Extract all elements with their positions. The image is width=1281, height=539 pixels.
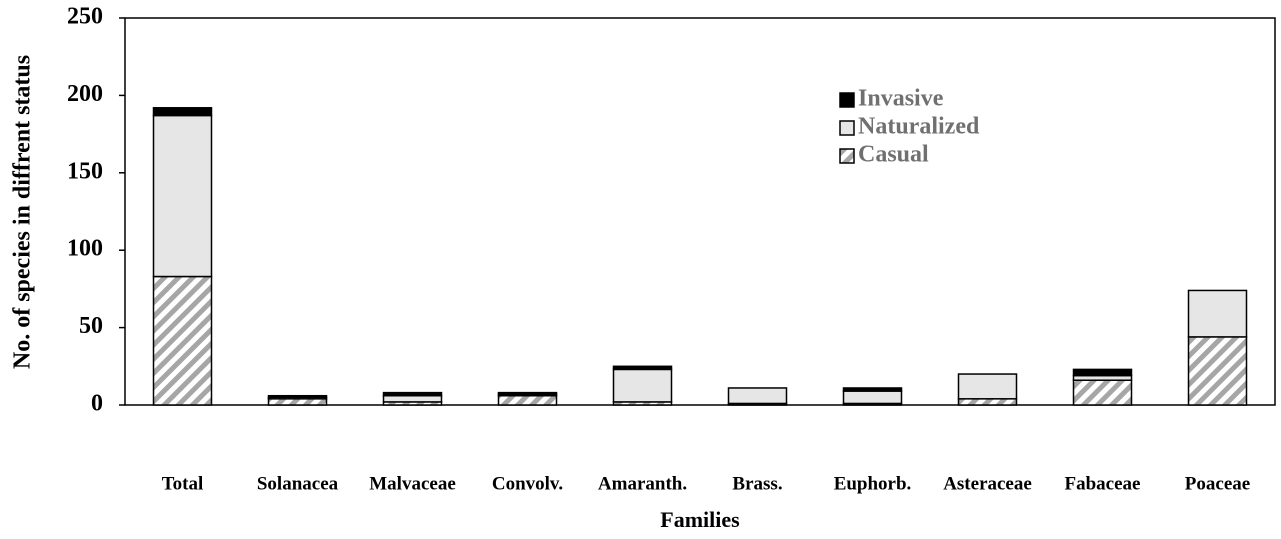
bar-segment <box>497 394 558 406</box>
bar-segment <box>382 394 443 403</box>
bar-segment <box>842 387 903 392</box>
y-tick-label: 100 <box>67 236 103 262</box>
legend-swatch <box>839 148 855 164</box>
y-tick-label: 250 <box>67 4 103 30</box>
x-tick-label: Asteraceae <box>943 473 1032 494</box>
bar-segment <box>612 365 673 371</box>
bar-segment <box>1187 336 1248 406</box>
bar-segment <box>497 391 558 395</box>
bar-segment <box>152 107 213 117</box>
bar-segment <box>152 114 213 278</box>
y-tick-label: 150 <box>67 158 103 184</box>
x-tick-label: Poaceae <box>1185 473 1250 494</box>
y-tick-label: 200 <box>67 81 103 107</box>
y-tick-label: 0 <box>91 391 103 417</box>
legend-label: Casual <box>858 142 929 168</box>
bar-segment <box>267 398 328 406</box>
bar-segment <box>727 387 788 405</box>
bar-segment <box>1072 379 1133 406</box>
legend-swatch <box>839 92 855 108</box>
legend-label: Naturalized <box>858 114 980 140</box>
bar-segment <box>612 368 673 403</box>
bar-segment <box>1072 368 1133 377</box>
x-tick-label: Convolv. <box>492 473 563 494</box>
bar-segment <box>152 275 213 406</box>
bar-segment <box>842 390 903 405</box>
bar-segment <box>382 391 443 397</box>
y-axis-title: No. of species in diffrent status <box>10 55 36 369</box>
x-tick-label: Brass. <box>732 473 782 494</box>
legend-label: Invasive <box>858 86 944 112</box>
legend-swatch <box>839 120 855 136</box>
bar-segment <box>957 373 1018 400</box>
x-tick-label: Euphorb. <box>834 473 912 494</box>
x-tick-label: Fabaceae <box>1065 473 1141 494</box>
x-axis-title: Families <box>660 507 740 532</box>
bar-segment <box>1187 289 1248 338</box>
x-tick-label: Malvaceae <box>369 473 456 494</box>
x-tick-label: Solanacea <box>257 473 339 494</box>
bar-segment <box>267 394 328 399</box>
y-tick-label: 50 <box>79 313 103 339</box>
plot-frame <box>124 17 1276 406</box>
x-tick-label: Total <box>162 473 204 494</box>
bar-segment <box>957 398 1018 406</box>
x-tick-label: Amaranth. <box>598 473 687 494</box>
